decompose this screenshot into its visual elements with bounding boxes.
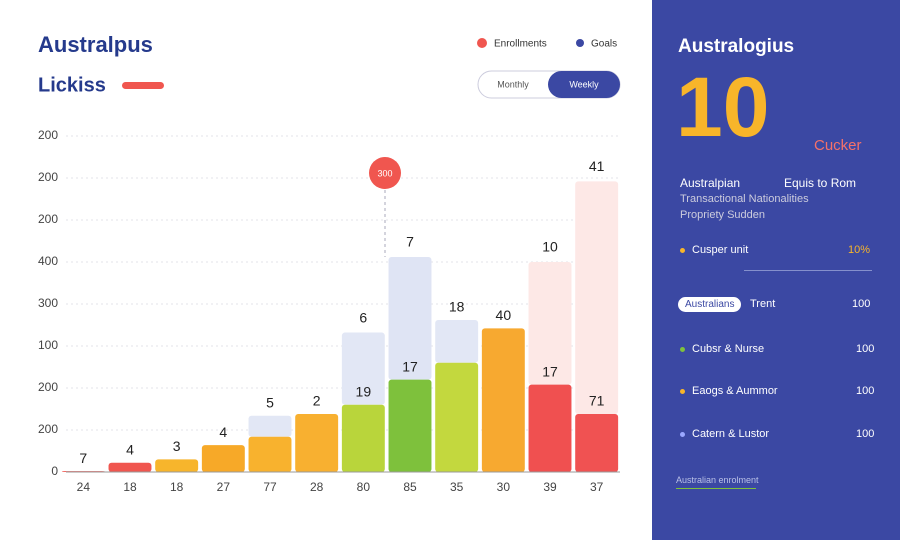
y-tick-label: 200 xyxy=(38,422,58,436)
y-tick-label: 200 xyxy=(38,128,58,142)
bar-label: 17 xyxy=(402,358,418,374)
toggle-label[interactable]: Weekly xyxy=(569,79,599,89)
bar-label: 7 xyxy=(406,234,414,250)
row-dot xyxy=(680,248,685,253)
x-tick-label: 18 xyxy=(123,480,137,494)
x-tick-label: 77 xyxy=(263,480,277,494)
x-tick-label: 37 xyxy=(590,480,604,494)
bar-label: 4 xyxy=(219,424,227,440)
info: Australpian xyxy=(680,176,741,190)
bar-label: 10 xyxy=(542,239,558,255)
bar-label: 2 xyxy=(313,393,321,409)
x-tick-label: 18 xyxy=(170,480,184,494)
toggle-label[interactable]: Monthly xyxy=(497,79,529,89)
bar-segment xyxy=(341,332,385,405)
bar xyxy=(108,462,152,472)
legend-dot xyxy=(477,38,487,48)
annotation-bubble xyxy=(369,157,401,189)
side-panel: Australogius 10 Cucker Australpian Equis… xyxy=(652,0,900,540)
toggle-active[interactable] xyxy=(548,71,620,98)
row-label: Eaogs & Aummor xyxy=(692,385,778,397)
annotation-text: 300 xyxy=(377,168,392,178)
bar-label: 41 xyxy=(589,158,605,174)
x-tick-label: 30 xyxy=(497,480,511,494)
y-tick-label: 300 xyxy=(38,296,58,310)
title: Australpus xyxy=(38,32,153,57)
x-tick-label: 35 xyxy=(450,480,464,494)
info: Transactional Nationalities xyxy=(680,193,809,205)
row-value: 100 xyxy=(856,343,875,355)
y-tick-label: 200 xyxy=(38,212,58,226)
bar xyxy=(295,414,339,472)
info: Propriety Sudden xyxy=(680,209,765,221)
y-tick-label: 0 xyxy=(51,464,58,478)
y-tick-label: 200 xyxy=(38,380,58,394)
y-tick-label: 400 xyxy=(38,254,58,268)
bar xyxy=(575,414,619,472)
bar-segment xyxy=(575,181,619,415)
x-tick-label: 24 xyxy=(77,480,91,494)
row-label: Catern & Lustor xyxy=(692,428,770,440)
bar-segment xyxy=(528,262,572,385)
y-tick-label: 200 xyxy=(38,170,58,184)
big-number: 10 xyxy=(676,60,770,154)
big-unit: Cucker xyxy=(814,137,862,154)
footer: Australian enrolment xyxy=(676,475,759,485)
row-dot xyxy=(680,389,685,394)
bar xyxy=(341,404,385,472)
bar-label: 18 xyxy=(449,299,465,315)
row-dot xyxy=(680,432,685,437)
bar-label: 6 xyxy=(359,309,367,325)
y-tick-label: 100 xyxy=(38,338,58,352)
row-value: 10% xyxy=(848,244,871,256)
bar-segment xyxy=(388,256,432,380)
bar xyxy=(248,436,292,472)
bar-label: 5 xyxy=(266,394,274,410)
x-tick-label: 80 xyxy=(357,480,371,494)
bar-label: 3 xyxy=(173,438,181,454)
bar xyxy=(201,445,245,472)
row-value: 100 xyxy=(852,298,871,310)
bar-label: 4 xyxy=(126,441,134,457)
bar-label: 19 xyxy=(356,384,372,400)
info: Equis to Rom xyxy=(784,176,857,190)
divider xyxy=(744,270,872,271)
bar-segment xyxy=(435,319,479,363)
x-tick-label: 85 xyxy=(403,480,417,494)
row-label: Trent xyxy=(750,298,776,310)
row-dot xyxy=(680,347,685,352)
badge: Australians xyxy=(678,297,742,312)
bar xyxy=(481,328,525,472)
row-label: Cubsr & Nurse xyxy=(692,343,765,355)
bar xyxy=(435,362,479,472)
panel-title: Australogius xyxy=(678,36,795,57)
bar xyxy=(388,379,432,472)
legend-label: Goals xyxy=(591,39,617,50)
x-tick-label: 27 xyxy=(217,480,231,494)
bar-label: 7 xyxy=(79,450,87,466)
row-label: Cusper unit xyxy=(692,244,749,256)
bar-label: 40 xyxy=(496,307,512,323)
chart: Australpus Lickiss Enrollments Goals Mon… xyxy=(38,32,621,494)
bar xyxy=(155,459,199,472)
legend-label: Enrollments xyxy=(494,39,547,50)
bar-label: 71 xyxy=(589,393,605,409)
bar-segment xyxy=(248,415,292,437)
footer-line xyxy=(676,488,756,489)
bar xyxy=(528,384,572,472)
subtitle: Lickiss xyxy=(38,74,106,96)
row-value: 100 xyxy=(856,428,875,440)
row-value: 100 xyxy=(856,385,875,397)
accent xyxy=(122,82,164,89)
x-tick-label: 28 xyxy=(310,480,324,494)
x-tick-label: 39 xyxy=(543,480,557,494)
plot: 0200200100300400200200200247184183274775… xyxy=(38,128,620,494)
bar-label: 17 xyxy=(542,363,558,379)
legend-dot xyxy=(576,39,584,47)
